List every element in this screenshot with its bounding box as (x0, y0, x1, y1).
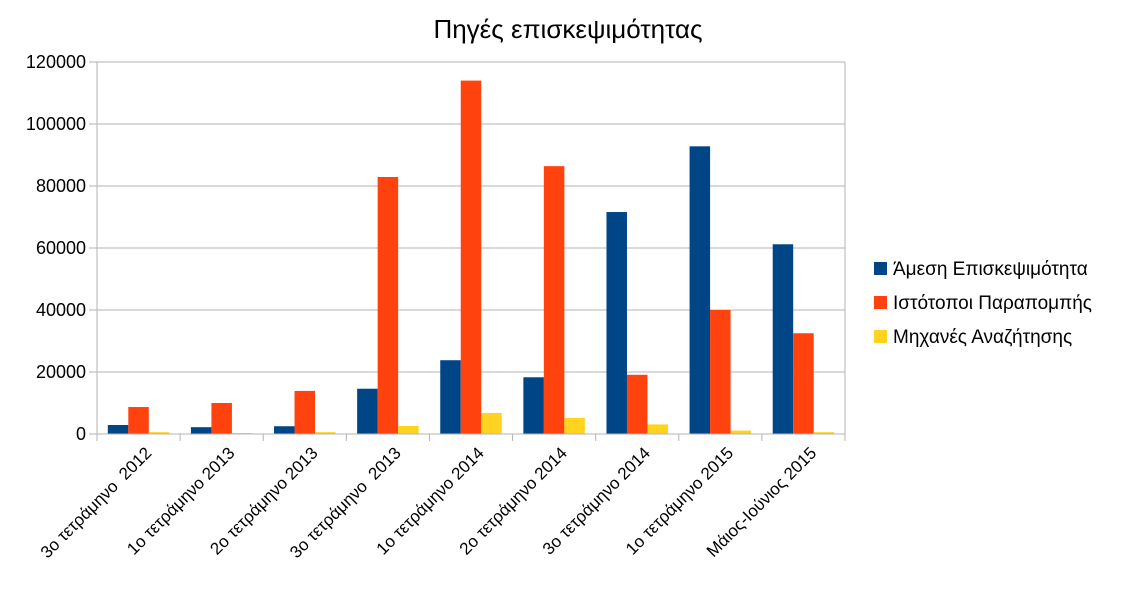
bar (793, 333, 814, 434)
legend: Άμεση Επισκεψιμότητα Ιστότοποι Παραπομπής… (874, 259, 1092, 348)
bar (190, 427, 212, 434)
bar (481, 412, 502, 434)
bar (689, 146, 711, 434)
bar (647, 424, 668, 434)
bar (772, 244, 794, 434)
bar (398, 425, 419, 434)
bar (315, 432, 336, 434)
axes (96, 62, 846, 441)
legend-swatch (874, 296, 887, 309)
y-tick-label: 40000 (36, 300, 86, 320)
bar (107, 425, 129, 434)
bar (294, 390, 316, 434)
chart-title: Πηγές επισκεψιμότητας (433, 14, 702, 44)
bar (606, 212, 627, 434)
legend-label: Άμεση Επισκεψιμότητα (893, 259, 1088, 280)
bar (730, 430, 752, 434)
bar (377, 177, 399, 434)
bar (564, 417, 585, 434)
bar (523, 377, 544, 434)
bar (460, 80, 482, 434)
bar (543, 166, 565, 434)
bar (128, 407, 149, 434)
y-tick-label: 120000 (26, 52, 86, 72)
legend-label: Μηχανές Αναζήτησης (893, 327, 1072, 348)
y-tick-label: 60000 (36, 238, 86, 258)
bar (274, 426, 295, 434)
y-tick-label: 80000 (36, 176, 86, 196)
bar (813, 432, 835, 434)
bar (211, 403, 232, 434)
y-tick-label: 20000 (36, 362, 86, 382)
legend-swatch (874, 330, 887, 343)
y-tick-labels: 0 20000 40000 60000 80000 100000 120000 (26, 52, 86, 444)
legend-swatch (874, 262, 887, 275)
bar (440, 360, 461, 434)
y-tick-label: 0 (76, 424, 86, 444)
bars (107, 80, 835, 434)
bar (148, 432, 170, 434)
legend-label: Ιστότοποι Παραπομπής (893, 293, 1092, 314)
bar (710, 310, 731, 434)
bar (626, 374, 648, 434)
bar (357, 388, 378, 434)
y-tick-label: 100000 (26, 114, 86, 134)
